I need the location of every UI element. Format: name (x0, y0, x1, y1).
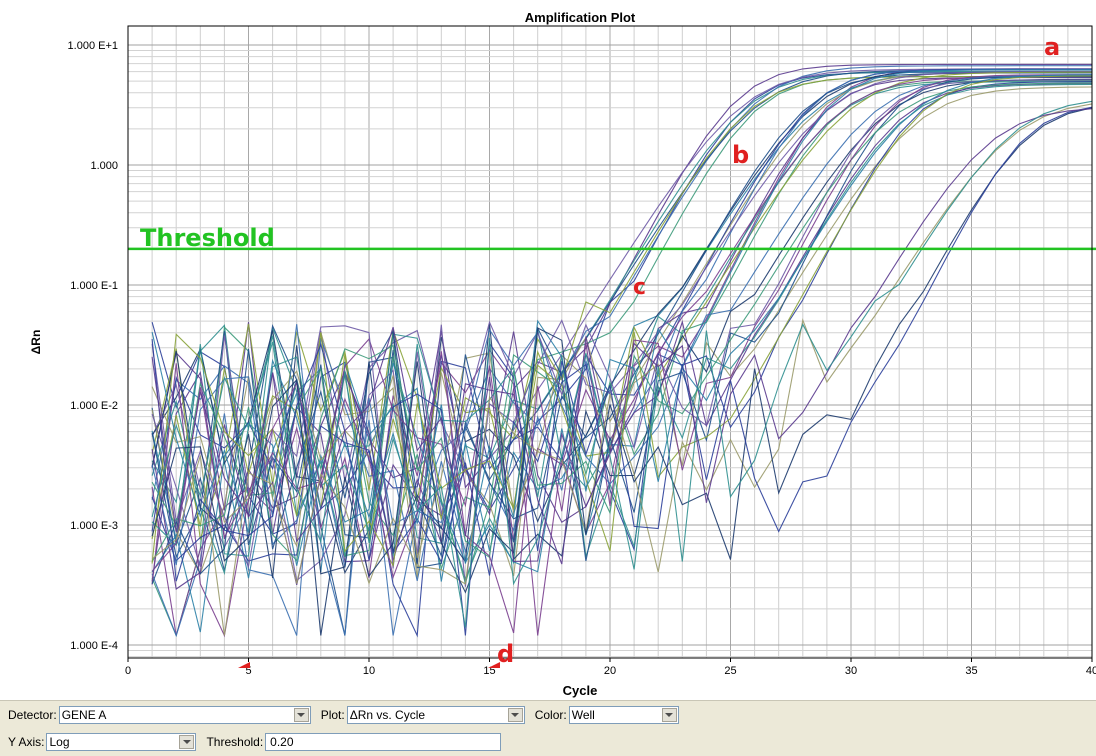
x-tick-label: 0 (125, 665, 131, 677)
x-tick-label: 40 (1086, 665, 1096, 677)
detector-dropdown-button[interactable] (293, 708, 309, 722)
detector-select[interactable]: GENE A (58, 706, 311, 724)
baseline-end-marker[interactable] (488, 662, 500, 668)
annotation-b: b (732, 141, 749, 169)
amplification-curves (151, 63, 1093, 638)
plot-value: ΔRn vs. Cycle (349, 708, 426, 722)
y-tick-label: 1.000 E-4 (70, 640, 118, 652)
threshold-input[interactable] (265, 733, 502, 751)
amplification-curve (151, 74, 1092, 634)
amplification-curve (151, 100, 1093, 628)
plot-svg: Amplification Plot Threshold 1.000 E+11.… (29, 10, 1096, 698)
annotation-a: a (1044, 33, 1060, 61)
x-tick-label: 25 (724, 665, 736, 677)
plot-controls-panel: Detector: GENE A Plot: ΔRn vs. Cycle Col… (0, 700, 1096, 756)
threshold-label: Threshold (140, 224, 275, 252)
amplification-curve (151, 79, 1092, 569)
plot-dropdown-button[interactable] (507, 708, 523, 722)
amplification-curve (151, 103, 1093, 636)
plot-label: Plot: (320, 708, 345, 722)
chart-title: Amplification Plot (525, 10, 636, 25)
color-label: Color: (534, 708, 567, 722)
y-axis-ticks: 1.000 E+1 1.000 1.000 E-1 1.000 E-2 1.000 E-… (68, 40, 118, 652)
chevron-down-icon (182, 740, 191, 744)
y-tick-label: 1.000 E-3 (70, 520, 118, 532)
annotation-c: c (633, 275, 646, 300)
x-tick-label: 35 (965, 665, 977, 677)
threshold-field-label: Threshold: (206, 735, 264, 749)
y-axis-scale-value: Log (49, 735, 70, 749)
chevron-down-icon (511, 713, 520, 717)
x-axis-label: Cycle (563, 683, 598, 698)
y-tick-label: 1.000 E-1 (70, 280, 118, 292)
x-axis-ticks: 0 5 10 15 20 25 30 35 40 (125, 658, 1096, 677)
x-tick-label: 5 (245, 665, 251, 677)
amplification-curve (151, 74, 1093, 564)
plot-select[interactable]: ΔRn vs. Cycle (346, 706, 525, 724)
y-tick-label: 1.000 E-2 (70, 400, 118, 412)
color-select[interactable]: Well (568, 706, 679, 724)
baseline-start-marker[interactable] (238, 662, 250, 668)
y-axis-scale-select[interactable]: Log (46, 733, 197, 751)
y-axis-scale-label: Y Axis: (8, 735, 45, 749)
amplification-curve (151, 86, 1093, 559)
amplification-curve (151, 108, 1093, 562)
chevron-down-icon (665, 713, 674, 717)
y-tick-label: 1.000 E+1 (68, 40, 118, 52)
y-axis-dropdown-button[interactable] (179, 735, 195, 749)
amplification-curve (151, 71, 1092, 544)
amplification-plot: Amplification Plot Threshold 1.000 E+1 1.… (29, 10, 1096, 698)
annotation-d: d (497, 640, 514, 668)
chevron-down-icon (297, 713, 306, 717)
y-axis-label: ΔRn (29, 330, 43, 355)
x-tick-label: 30 (845, 665, 857, 677)
amplification-curve (151, 71, 1092, 587)
detector-value: GENE A (61, 708, 107, 722)
color-value: Well (571, 708, 595, 722)
x-tick-label: 20 (604, 665, 616, 677)
x-tick-label: 10 (363, 665, 375, 677)
amplification-curve (151, 106, 1093, 636)
y-tick-label: 1.000 (90, 160, 118, 172)
detector-label: Detector: (8, 708, 57, 722)
amplification-curve (151, 107, 1093, 636)
color-dropdown-button[interactable] (661, 708, 677, 722)
